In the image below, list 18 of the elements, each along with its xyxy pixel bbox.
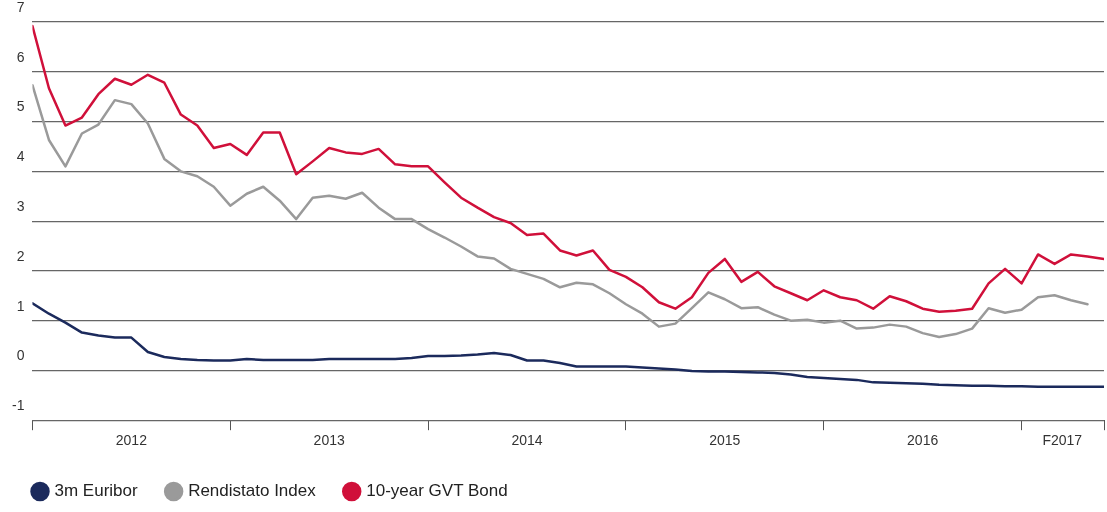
y-tick-label: 4 <box>16 148 25 165</box>
legend-label: 10-year GVT Bond <box>366 481 508 501</box>
y-tick-label: 6 <box>16 48 25 65</box>
legend-label: Rendistato Index <box>188 481 317 501</box>
y-tick-label: 3 <box>16 197 25 214</box>
x-tick-label: 2014 <box>511 432 543 449</box>
y-tick-label: 5 <box>16 98 25 115</box>
y-tick-label: 1 <box>16 297 25 314</box>
legend-label: 3m Euribor <box>54 481 138 501</box>
x-tick-label: 2015 <box>709 432 741 449</box>
y-tick-label: 7 <box>16 0 25 15</box>
y-tick-label: 2 <box>16 247 25 264</box>
x-tick-label: 2013 <box>313 432 345 449</box>
y-tick-label: -1 <box>12 397 25 414</box>
x-tick-label: F2017 <box>1042 432 1083 449</box>
x-tick-label: 2016 <box>907 432 939 449</box>
x-tick-label: 2012 <box>115 432 148 449</box>
y-tick-label: 0 <box>16 347 25 364</box>
